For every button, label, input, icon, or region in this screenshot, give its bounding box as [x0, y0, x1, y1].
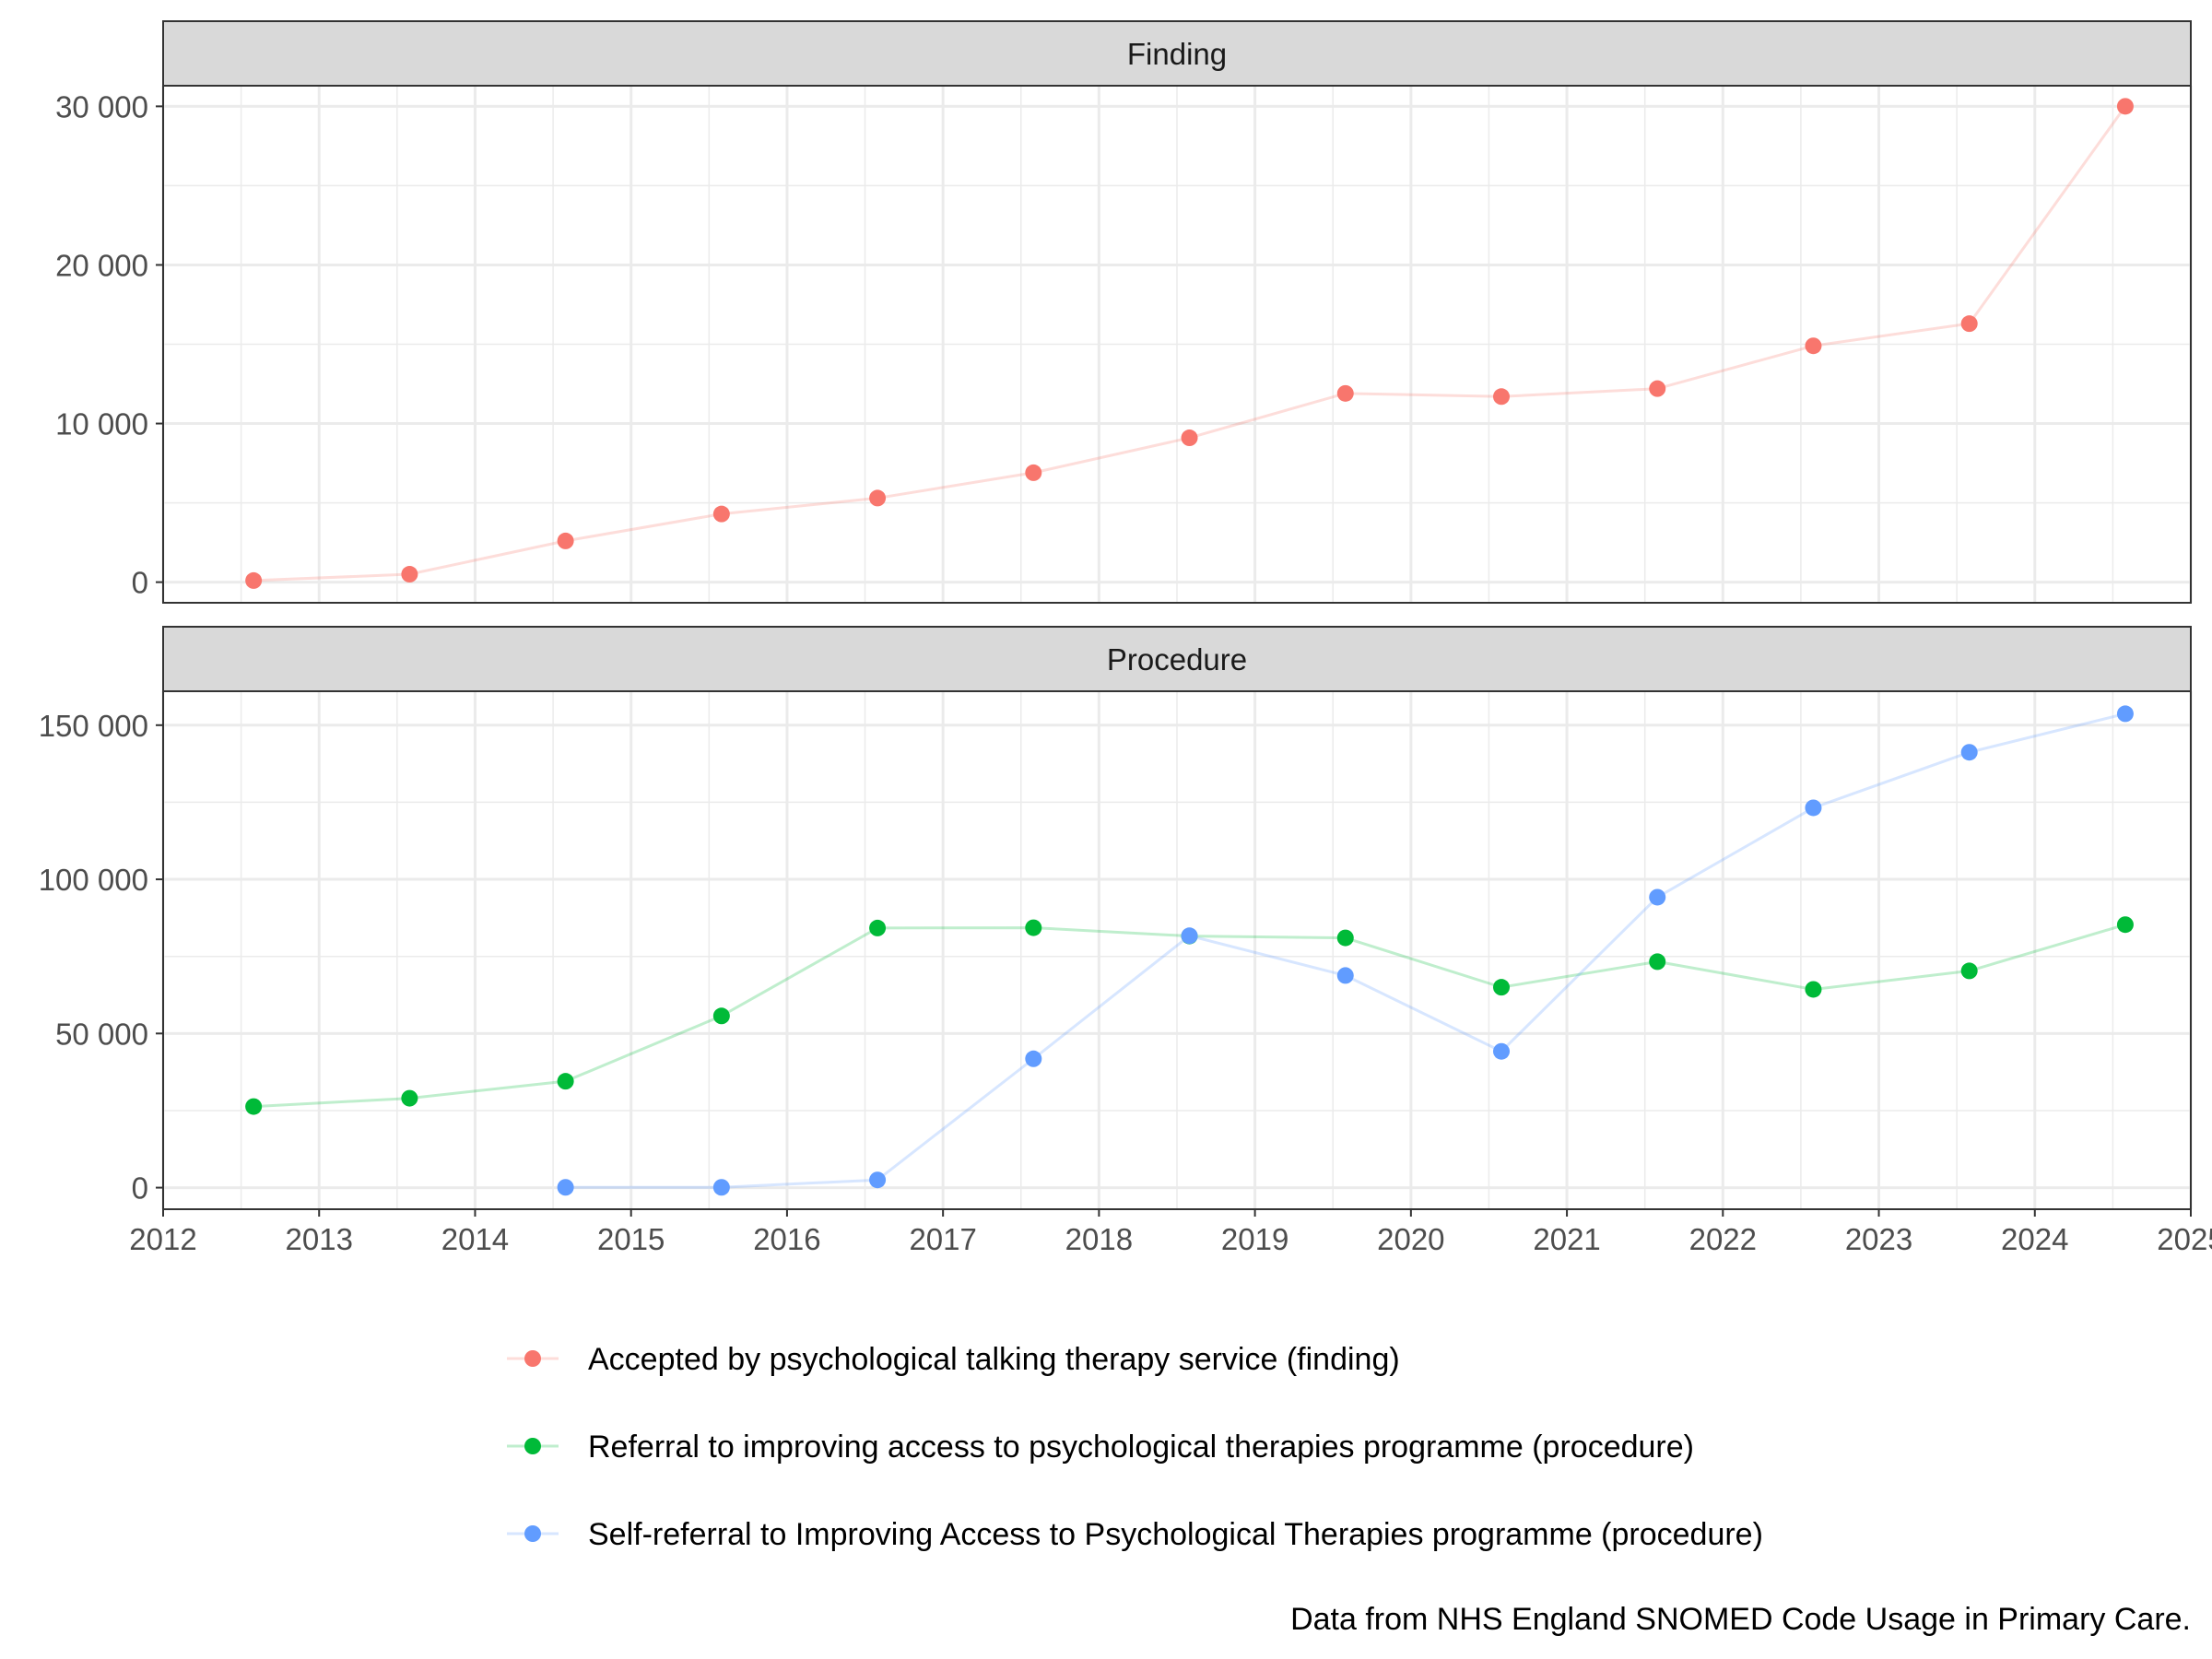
- data-point-accepted: [1649, 380, 1666, 397]
- panel-border-procedure: [162, 690, 2192, 1210]
- data-point-selfref: [1960, 744, 1978, 761]
- data-point-accepted: [1025, 464, 1042, 481]
- x-tick-label: 2014: [441, 1222, 509, 1256]
- y-tick-label: 50 000: [55, 1017, 148, 1051]
- y-tick-label: 100 000: [39, 863, 148, 897]
- data-point-referral: [869, 919, 887, 936]
- strip-finding: [162, 20, 2192, 87]
- strip-procedure: [162, 626, 2192, 692]
- x-tick-label: 2012: [129, 1222, 196, 1256]
- x-tick-label: 2020: [1377, 1222, 1444, 1256]
- strip-label-finding: Finding: [1127, 37, 1227, 71]
- y-tick-label: 150 000: [39, 709, 148, 743]
- data-point-referral: [245, 1098, 263, 1115]
- y-tick-label: 0: [132, 1171, 148, 1206]
- legend-point-referral: [524, 1438, 541, 1454]
- x-tick-label: 2017: [909, 1222, 976, 1256]
- data-point-referral: [1649, 953, 1666, 971]
- grid-finding: [161, 86, 2193, 603]
- legend-item-referral: Referral to improving access to psycholo…: [507, 1430, 1694, 1465]
- data-point-referral: [2116, 916, 2134, 934]
- panel-procedure: Procedure 0 50 000 100 000 150 000: [39, 626, 2193, 1210]
- y-tick-label: 10 000: [55, 407, 148, 441]
- x-tick-label: 2024: [2001, 1222, 2068, 1256]
- y-axis-procedure: 0 50 000 100 000 150 000: [39, 709, 163, 1206]
- data-point-selfref: [2116, 705, 2134, 723]
- data-point-accepted: [1960, 315, 1978, 333]
- data-point-referral: [1025, 919, 1042, 936]
- data-point-accepted: [401, 566, 418, 583]
- x-tick-label: 2021: [1533, 1222, 1600, 1256]
- y-tick-label: 30 000: [55, 89, 148, 124]
- legend-label-accepted: Accepted by psychological talking therap…: [588, 1342, 1400, 1377]
- legend-label-selfref: Self-referral to Improving Access to Psy…: [588, 1517, 1763, 1552]
- x-tick-label: 2015: [597, 1222, 665, 1256]
- data-point-accepted: [557, 532, 574, 549]
- x-tick-label: 2025: [2157, 1222, 2212, 1256]
- legend-item-accepted: Accepted by psychological talking therap…: [507, 1342, 1400, 1377]
- strip-label-procedure: Procedure: [1107, 642, 1247, 677]
- x-tick-label: 2022: [1689, 1222, 1757, 1256]
- data-point-selfref: [712, 1179, 730, 1196]
- x-tick-label: 2016: [753, 1222, 820, 1256]
- y-axis-finding: 0 10 000 20 000 30 000: [55, 89, 163, 600]
- marks-procedure: [245, 705, 2134, 1196]
- panel-finding: Finding 0 10 000 20 000 30 000: [55, 20, 2193, 604]
- data-point-referral: [1336, 929, 1354, 947]
- data-point-selfref: [869, 1171, 887, 1189]
- x-tick-label: 2013: [286, 1222, 353, 1256]
- data-point-accepted: [245, 571, 263, 589]
- x-tick-label: 2019: [1221, 1222, 1288, 1256]
- legend-point-selfref: [524, 1525, 541, 1542]
- y-tick-label: 0: [132, 566, 148, 600]
- data-point-accepted: [1805, 337, 1822, 355]
- x-tick-label: 2018: [1065, 1222, 1133, 1256]
- data-point-referral: [1805, 981, 1822, 998]
- data-point-selfref: [1649, 888, 1666, 906]
- y-tick-label: 20 000: [55, 248, 148, 282]
- data-point-selfref: [557, 1179, 574, 1196]
- data-point-selfref: [1336, 967, 1354, 984]
- legend-label-referral: Referral to improving access to psycholo…: [588, 1430, 1694, 1465]
- data-point-accepted: [869, 489, 887, 507]
- data-point-accepted: [1493, 388, 1510, 406]
- chart-caption: Data from NHS England SNOMED Code Usage …: [1290, 1602, 2191, 1637]
- data-point-accepted: [2116, 98, 2134, 115]
- marks-finding: [245, 98, 2134, 589]
- data-point-referral: [1493, 979, 1510, 996]
- data-point-accepted: [1336, 384, 1354, 402]
- data-point-accepted: [712, 505, 730, 523]
- panel-border-finding: [162, 85, 2192, 604]
- data-point-selfref: [1181, 927, 1198, 945]
- data-point-referral: [1960, 962, 1978, 980]
- legend-point-accepted: [524, 1350, 541, 1367]
- legend: Accepted by psychological talking therap…: [507, 1342, 1763, 1552]
- x-axis: 2012 2013 2014 2015 2016 2017 2018 2019 2020 2021…: [129, 1209, 2212, 1256]
- data-point-selfref: [1805, 799, 1822, 817]
- data-point-referral: [557, 1073, 574, 1090]
- x-tick-label: 2023: [1845, 1222, 1912, 1256]
- data-point-accepted: [1181, 429, 1198, 447]
- data-point-selfref: [1025, 1050, 1042, 1067]
- data-point-selfref: [1493, 1042, 1510, 1060]
- data-point-referral: [401, 1089, 418, 1107]
- data-point-referral: [712, 1007, 730, 1025]
- legend-item-selfref: Self-referral to Improving Access to Psy…: [507, 1517, 1763, 1552]
